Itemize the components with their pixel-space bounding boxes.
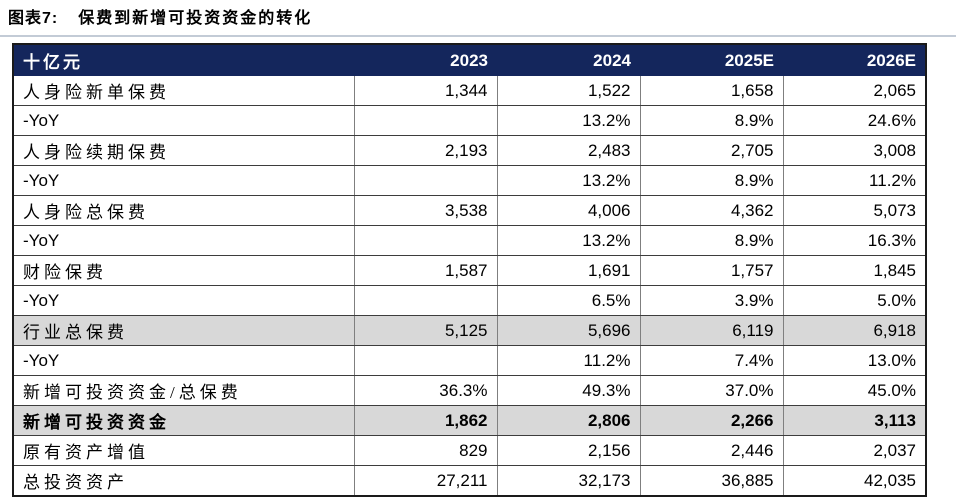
row-label-cell: 财险保费 bbox=[13, 255, 355, 286]
value-cell: 27,211 bbox=[354, 465, 498, 496]
row-label-cell: 新增可投资资金/总保费 bbox=[13, 375, 355, 406]
value-cell: 8.9% bbox=[640, 225, 784, 256]
value-cell bbox=[354, 225, 498, 256]
value-cell: 13.0% bbox=[783, 345, 926, 376]
table-row: -YoY 6.5% 3.9% 5.0% bbox=[13, 285, 926, 316]
value-cell: 829 bbox=[354, 435, 498, 466]
year-header-cell: 2026E bbox=[783, 44, 926, 76]
value-cell: 5,125 bbox=[354, 315, 498, 346]
table-row: -YoY 13.2% 8.9% 16.3% bbox=[13, 225, 926, 256]
row-label-cell: 新增可投资资金 bbox=[13, 405, 355, 436]
value-cell: 1,862 bbox=[354, 405, 498, 436]
unit-header-cell: 十亿元 bbox=[13, 44, 354, 76]
value-cell: 8.9% bbox=[640, 165, 784, 196]
value-cell: 1,587 bbox=[354, 255, 498, 286]
year-header-cell: 2025E bbox=[640, 44, 783, 76]
value-cell: 11.2% bbox=[783, 165, 926, 196]
value-cell: 2,156 bbox=[497, 435, 641, 466]
value-cell: 6,119 bbox=[640, 315, 784, 346]
table-row: 原有资产增值 829 2,156 2,446 2,037 bbox=[13, 435, 926, 466]
table-row: 人身险总保费 3,538 4,006 4,362 5,073 bbox=[13, 195, 926, 226]
value-cell: 2,705 bbox=[640, 135, 784, 166]
value-cell: 2,193 bbox=[354, 135, 498, 166]
table-row: -YoY 13.2% 8.9% 24.6% bbox=[13, 105, 926, 136]
table-row: 人身险续期保费 2,193 2,483 2,705 3,008 bbox=[13, 135, 926, 166]
value-cell: 1,522 bbox=[497, 76, 641, 106]
value-cell: 6,918 bbox=[783, 315, 926, 346]
row-label-cell: 总投资资产 bbox=[13, 465, 355, 496]
value-cell: 8.9% bbox=[640, 105, 784, 136]
table-row: 总投资资产 27,211 32,173 36,885 42,035 bbox=[13, 465, 926, 496]
table-row: 行业总保费 5,125 5,696 6,119 6,918 bbox=[13, 315, 926, 346]
value-cell bbox=[354, 345, 498, 376]
value-cell: 3.9% bbox=[640, 285, 784, 316]
table-row: -YoY 13.2% 8.9% 11.2% bbox=[13, 165, 926, 196]
value-cell: 36.3% bbox=[354, 375, 498, 406]
value-cell: 2,483 bbox=[497, 135, 641, 166]
value-cell: 36,885 bbox=[640, 465, 784, 496]
row-label-cell: -YoY bbox=[13, 165, 355, 196]
value-cell: 24.6% bbox=[783, 105, 926, 136]
value-cell: 3,008 bbox=[783, 135, 926, 166]
table-header-row: 十亿元 2023 2024 2025E 2026E bbox=[13, 44, 926, 76]
value-cell: 5.0% bbox=[783, 285, 926, 316]
figure-title: 图表7: 保费到新增可投资资金的转化 bbox=[0, 6, 956, 37]
value-cell: 37.0% bbox=[640, 375, 784, 406]
value-cell: 5,073 bbox=[783, 195, 926, 226]
table-row: -YoY 11.2% 7.4% 13.0% bbox=[13, 345, 926, 376]
row-label-cell: -YoY bbox=[13, 285, 355, 316]
value-cell: 5,696 bbox=[497, 315, 641, 346]
value-cell: 4,006 bbox=[497, 195, 641, 226]
value-cell: 3,113 bbox=[783, 405, 926, 436]
value-cell bbox=[354, 285, 498, 316]
row-label-cell: -YoY bbox=[13, 225, 355, 256]
value-cell: 49.3% bbox=[497, 375, 641, 406]
value-cell: 32,173 bbox=[497, 465, 641, 496]
value-cell: 2,806 bbox=[497, 405, 641, 436]
value-cell: 13.2% bbox=[497, 105, 641, 136]
value-cell: 16.3% bbox=[783, 225, 926, 256]
value-cell: 2,446 bbox=[640, 435, 784, 466]
value-cell: 13.2% bbox=[497, 225, 641, 256]
premium-to-investable-funds-table: 十亿元 2023 2024 2025E 2026E 人身险新单保费 1,344 1,522… bbox=[12, 43, 927, 497]
row-label-cell: 原有资产增值 bbox=[13, 435, 355, 466]
table-row: 新增可投资资金 1,862 2,806 2,266 3,113 bbox=[13, 405, 926, 436]
value-cell: 7.4% bbox=[640, 345, 784, 376]
row-label-cell: 人身险总保费 bbox=[13, 195, 355, 226]
row-label-cell: -YoY bbox=[13, 345, 355, 376]
table-row: 财险保费 1,587 1,691 1,757 1,845 bbox=[13, 255, 926, 286]
year-header-cell: 2024 bbox=[497, 44, 640, 76]
value-cell bbox=[354, 165, 498, 196]
value-cell: 13.2% bbox=[497, 165, 641, 196]
table-row: 新增可投资资金/总保费 36.3% 49.3% 37.0% 45.0% bbox=[13, 375, 926, 406]
year-header-cell: 2023 bbox=[354, 44, 497, 76]
value-cell: 4,362 bbox=[640, 195, 784, 226]
figure-title-text: 保费到新增可投资资金的转化 bbox=[78, 10, 313, 27]
row-label-cell: 行业总保费 bbox=[13, 315, 355, 346]
value-cell: 1,344 bbox=[354, 76, 498, 106]
value-cell: 45.0% bbox=[783, 375, 926, 406]
value-cell: 2,266 bbox=[640, 405, 784, 436]
row-label-cell: 人身险续期保费 bbox=[13, 135, 355, 166]
value-cell: 1,845 bbox=[783, 255, 926, 286]
value-cell: 6.5% bbox=[497, 285, 641, 316]
value-cell: 1,658 bbox=[640, 76, 784, 106]
table-row: 人身险新单保费 1,344 1,522 1,658 2,065 bbox=[13, 76, 926, 106]
value-cell: 3,538 bbox=[354, 195, 498, 226]
value-cell: 42,035 bbox=[783, 465, 926, 496]
row-label-cell: 人身险新单保费 bbox=[13, 76, 355, 106]
figure-number-label: 图表7: bbox=[8, 10, 59, 27]
value-cell: 11.2% bbox=[497, 345, 641, 376]
value-cell: 2,065 bbox=[783, 76, 926, 106]
value-cell: 2,037 bbox=[783, 435, 926, 466]
row-label-cell: -YoY bbox=[13, 105, 355, 136]
value-cell bbox=[354, 105, 498, 136]
value-cell: 1,691 bbox=[497, 255, 641, 286]
value-cell: 1,757 bbox=[640, 255, 784, 286]
